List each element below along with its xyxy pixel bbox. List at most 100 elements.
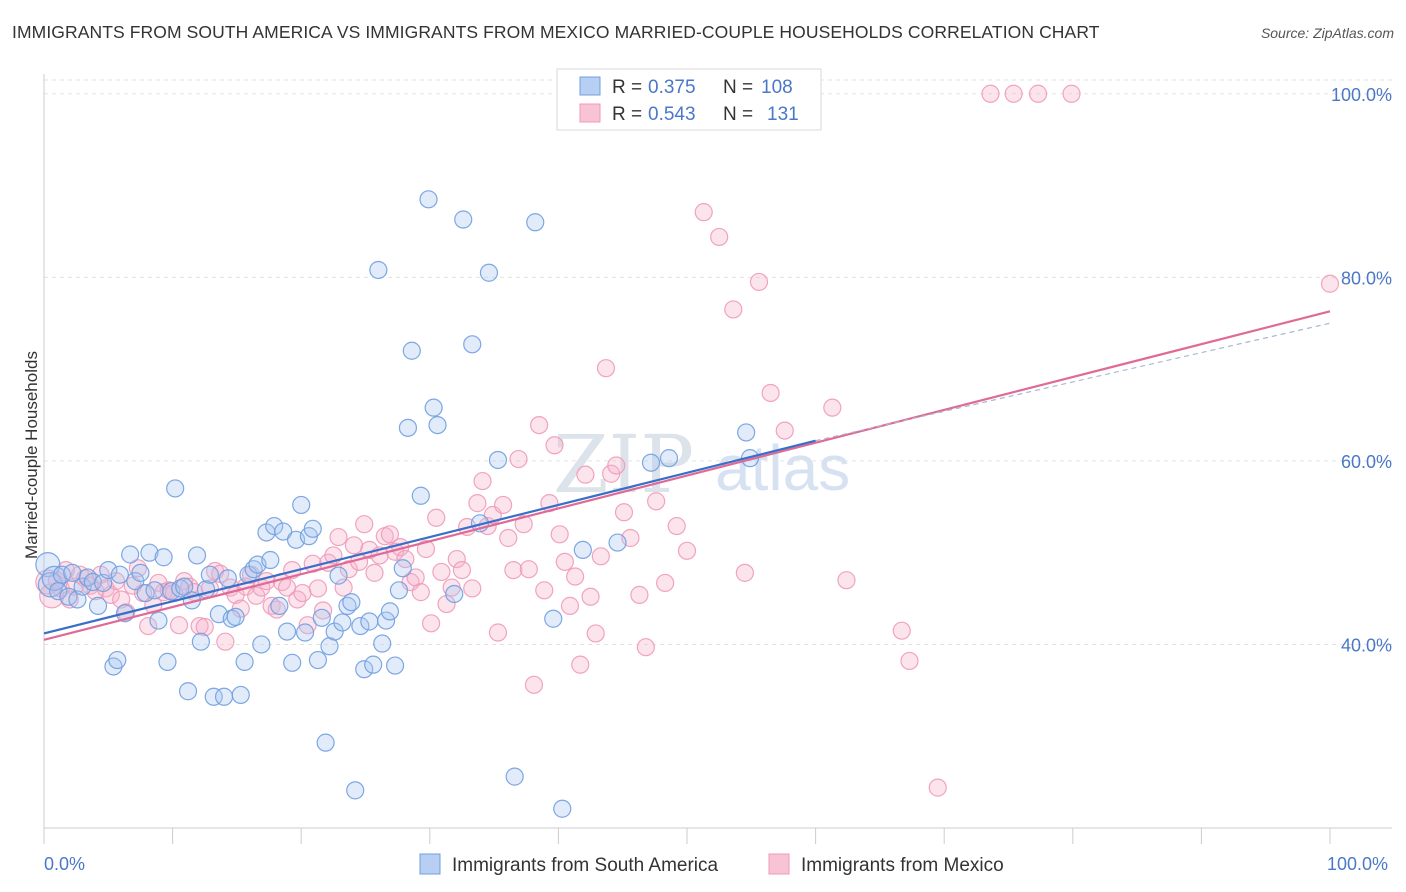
data-point [505,767,524,786]
data-point [981,84,1000,103]
data-point [313,601,333,620]
trend-line-mexico [43,310,1331,641]
data-point [261,550,280,570]
y-tick-label: 80.0% [1341,268,1392,288]
legend-r-value: 0.543 [648,104,696,125]
data-point [292,495,311,515]
data-point [398,418,418,437]
data-point [293,583,312,603]
data-point [928,778,947,797]
watermark-atlas: atlas [715,432,850,504]
data-point [333,613,352,632]
data-point [560,596,580,615]
data-point [581,587,600,606]
data-point [900,651,919,671]
legend-r-label: R = [612,104,642,125]
data-point [432,562,451,582]
data-point [419,190,438,209]
watermark-zip: ZIP [553,418,694,511]
data-point [488,623,508,642]
data-point [544,609,563,628]
data-point [346,781,365,800]
x-tick-label-min: 0.0% [44,854,85,874]
data-point [1320,274,1340,293]
data-point [775,421,794,440]
data-point [437,594,456,614]
trend-line-south-america-extension [815,322,1331,442]
data-point [656,573,675,593]
data-point [277,622,297,641]
bottom-legend-label-mexico: Immigrants from Mexico [801,855,1004,876]
data-point [308,650,328,670]
data-point [571,655,590,674]
data-point [667,516,686,536]
data-point [344,536,364,555]
data-point [550,525,569,544]
data-point [479,263,499,282]
data-point [509,449,528,469]
data-point [88,596,108,615]
chart-title: IMMIGRANTS FROM SOUTH AMERICA VS IMMIGRA… [12,22,1100,42]
legend-n-label: N = [723,77,753,98]
data-point [121,545,140,564]
y-tick-label: 100.0% [1331,85,1392,105]
data-point [823,398,842,417]
data-point [749,272,769,292]
data-point [149,611,168,630]
data-point [364,655,383,674]
data-point [445,584,464,604]
y-tick-label: 40.0% [1341,635,1392,655]
data-point [295,623,315,642]
data-point [424,398,443,417]
legend-swatch-mexico [579,103,601,123]
data-point [1004,84,1023,103]
data-point [630,585,649,604]
data-point [99,561,118,580]
data-point [73,577,92,596]
data-point [218,569,237,588]
trend-lines [43,310,1331,641]
data-point [303,519,322,538]
data-point [376,611,396,630]
data-point [526,213,545,232]
data-point [393,559,412,578]
data-point [535,581,554,600]
legend-r-label: R = [612,77,642,98]
data-point [139,616,158,636]
data-point [216,632,235,651]
data-point [274,522,293,541]
data-point [735,563,754,582]
data-point [411,486,430,505]
data-point [837,571,856,590]
y-tick-label: 60.0% [1341,452,1392,472]
data-point [1028,84,1048,103]
data-point [380,525,400,544]
data-point [641,453,661,472]
data-point [195,617,214,637]
data-point [659,449,679,468]
data-point [573,540,592,560]
data-point [428,415,447,435]
legend-swatch-south-america [579,76,601,96]
data-point [463,579,482,598]
data-point [421,614,441,633]
data-point [35,551,61,578]
data-point [614,503,634,522]
data-point [514,515,533,534]
grid-lines [44,79,1392,645]
data-point [488,450,508,470]
bottom-legend-swatch-mexico [768,853,790,875]
data-point [607,456,626,475]
data-point [463,335,482,354]
data-point [200,565,219,584]
data-point [647,492,666,511]
data-point [334,578,353,597]
data-point [158,652,177,671]
data-point [452,561,472,580]
data-point [761,383,780,403]
data-point [191,632,210,651]
y-tick-labels: 40.0% 60.0% 80.0% 100.0% [1331,85,1392,656]
data-point [411,583,430,602]
data-point [555,552,574,571]
